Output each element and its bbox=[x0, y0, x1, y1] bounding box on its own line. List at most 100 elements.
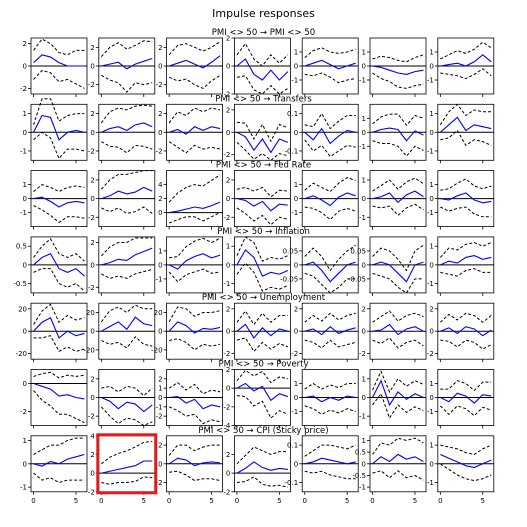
y-tick-label: 0 bbox=[23, 328, 27, 336]
irf-line bbox=[101, 396, 153, 413]
irf-line bbox=[101, 58, 153, 70]
x-tick-label: 5 bbox=[74, 497, 78, 505]
x-tick-label: 5 bbox=[413, 497, 417, 505]
upper-band-line bbox=[440, 41, 492, 60]
lower-band-line bbox=[236, 207, 288, 226]
y-tick-label: 0.05 bbox=[350, 247, 366, 255]
irf-panel: -1 0 1 bbox=[359, 170, 427, 230]
upper-band-line bbox=[168, 381, 221, 395]
y-tick-label: 0 bbox=[429, 328, 433, 336]
y-tick-label: 0 bbox=[294, 460, 298, 468]
y-tick-label: 1 bbox=[362, 375, 366, 383]
lower-band-line bbox=[304, 272, 356, 294]
y-tick-label: 2 bbox=[158, 110, 162, 118]
irf-line bbox=[33, 196, 85, 208]
y-tick-label: 1 bbox=[429, 442, 433, 450]
y-tick-label: 1 bbox=[429, 380, 433, 388]
x-tick-label: 0 bbox=[438, 497, 442, 505]
y-tick-label: -0.05 bbox=[348, 275, 366, 283]
y-tick-label: -0.5 bbox=[13, 280, 27, 288]
y-tick-label: 0 bbox=[429, 63, 433, 71]
irf-line bbox=[372, 65, 424, 75]
irf-line bbox=[168, 55, 221, 69]
irf-panel: -2 0 2 bbox=[156, 37, 224, 97]
lower-band-line bbox=[372, 272, 424, 294]
lower-band-line bbox=[33, 205, 85, 224]
upper-band-line bbox=[33, 371, 85, 379]
y-tick-label: 0 bbox=[158, 261, 162, 269]
y-tick-label: -1 bbox=[427, 147, 434, 155]
irf-panel: -1 0 1 bbox=[20, 170, 88, 230]
irf-panel: -1 0 1 bbox=[291, 170, 359, 230]
irf-panel: -1 0 1 bbox=[291, 37, 359, 97]
irf-panel: -2 0 2 bbox=[291, 302, 359, 363]
y-tick-label: 0 bbox=[362, 460, 366, 468]
irf-line bbox=[236, 131, 289, 154]
irf-line bbox=[33, 453, 85, 467]
y-tick-label: 0.05 bbox=[283, 247, 299, 255]
lower-band-line bbox=[33, 131, 85, 160]
lower-band-line bbox=[33, 335, 85, 353]
y-tick-label: 0 bbox=[362, 328, 366, 336]
irf-line bbox=[372, 261, 424, 283]
lower-band-line bbox=[168, 268, 221, 283]
y-tick-label: -2 bbox=[156, 81, 163, 89]
panel-frame bbox=[233, 435, 291, 493]
lower-band-line bbox=[440, 268, 492, 277]
upper-band-line bbox=[168, 41, 221, 56]
y-tick-label: 0 bbox=[429, 460, 433, 468]
y-tick-label: 0 bbox=[23, 261, 27, 269]
irf-panel: -1 0 1 bbox=[359, 369, 427, 429]
y-tick-label: 1 bbox=[23, 110, 27, 118]
y-tick-label: 20 bbox=[154, 309, 163, 317]
irf-panel: -0.5 0 0.5 bbox=[13, 236, 88, 296]
y-tick-label: 0 bbox=[294, 261, 298, 269]
irf-panel: -2 0 2 bbox=[223, 35, 291, 99]
irf-line bbox=[33, 54, 85, 67]
irf-panel: -2 0 bbox=[20, 369, 88, 429]
y-tick-label: -2 bbox=[88, 413, 95, 421]
irf-line bbox=[236, 249, 289, 277]
x-tick-label: 5 bbox=[481, 497, 485, 505]
y-tick-label: 0 bbox=[23, 63, 27, 71]
y-tick-label: -2 bbox=[88, 214, 95, 222]
irf-panel: -1 0 1 bbox=[427, 103, 495, 164]
y-tick-label: 0 bbox=[226, 385, 230, 393]
upper-band-line bbox=[101, 440, 153, 465]
highlight-box bbox=[96, 433, 158, 495]
y-tick-label: 2 bbox=[158, 44, 162, 52]
upper-band-line bbox=[440, 380, 492, 392]
irf-line bbox=[101, 316, 153, 332]
row-title: PMI <> 50 → Unemployment bbox=[202, 293, 326, 303]
y-tick-label: -2 bbox=[223, 488, 230, 496]
upper-band-line bbox=[372, 54, 424, 63]
x-tick-label: 5 bbox=[142, 497, 146, 505]
irf-line bbox=[168, 253, 221, 270]
irf-line bbox=[440, 453, 492, 469]
y-tick-label: 2 bbox=[226, 35, 230, 43]
y-tick-label: -2 bbox=[88, 284, 95, 292]
irf-line bbox=[236, 461, 288, 474]
y-tick-label: -1 bbox=[223, 280, 230, 288]
irf-line bbox=[168, 457, 221, 467]
y-tick-label: 2 bbox=[226, 106, 230, 114]
y-tick-label: 0 bbox=[23, 129, 27, 137]
y-tick-label: 0 bbox=[158, 460, 162, 468]
y-tick-label: -2 bbox=[359, 350, 366, 358]
upper-band-line bbox=[372, 177, 424, 192]
y-tick-label: -4 bbox=[223, 422, 231, 430]
y-tick-label: 0.5 bbox=[355, 449, 366, 457]
upper-band-line bbox=[168, 444, 221, 456]
y-tick-label: 1 bbox=[429, 243, 433, 251]
y-tick-label: 2 bbox=[90, 176, 94, 184]
y-tick-label: 4 bbox=[90, 432, 95, 440]
irf-line bbox=[33, 114, 85, 141]
y-tick-label: 1 bbox=[294, 181, 298, 189]
upper-band-line bbox=[236, 121, 289, 143]
y-tick-label: -2 bbox=[223, 214, 230, 222]
y-tick-label: -1 bbox=[156, 403, 163, 411]
figure-title: Impulse responses bbox=[212, 7, 315, 20]
irf-line bbox=[304, 192, 356, 207]
y-tick-label: 1 bbox=[429, 49, 433, 57]
upper-band-line bbox=[33, 184, 85, 193]
